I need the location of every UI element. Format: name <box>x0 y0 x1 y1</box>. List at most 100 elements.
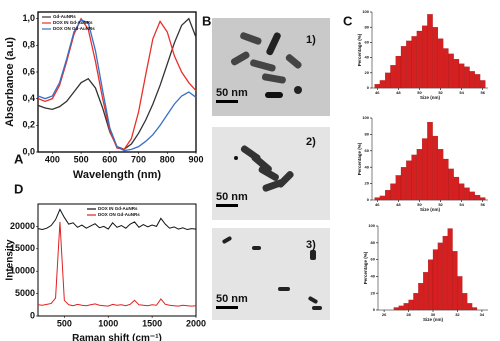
x-axis-label: Size (nm) <box>420 95 441 100</box>
y-tick-label: 20000 <box>10 221 35 231</box>
bar <box>390 183 396 201</box>
y-tick-label: 15000 <box>10 243 35 253</box>
data-line <box>37 208 197 231</box>
y-tick-label: 40 <box>365 164 370 169</box>
y-tick-label: 0,0 <box>22 146 35 156</box>
bar <box>379 80 386 89</box>
y-tick-label: 100 <box>368 223 375 228</box>
y-tick-label: 20 <box>365 181 370 186</box>
bar <box>390 65 396 89</box>
bar <box>437 242 443 311</box>
x-tick-label: 52 <box>438 90 443 95</box>
x-tick-label: 26 <box>382 312 387 317</box>
y-tick-label: 60 <box>365 39 370 44</box>
y-tick-label: 80 <box>371 240 376 245</box>
micrograph: 50 nm 2) <box>212 127 330 220</box>
bar <box>469 71 475 89</box>
panel-label: D <box>14 181 23 196</box>
micrograph-label: 2) <box>306 136 316 148</box>
micrograph: 50 nm 3) <box>212 228 330 320</box>
bar <box>452 251 458 311</box>
bar <box>479 80 486 89</box>
bar <box>406 160 412 201</box>
bar <box>374 84 381 89</box>
y-tick-label: 100 <box>362 9 369 14</box>
bar <box>393 307 399 311</box>
y-tick-label: 5000 <box>15 288 35 298</box>
x-tick-label: 1500 <box>142 319 162 329</box>
micrograph: 50 nm 1) <box>212 18 330 116</box>
bar <box>421 25 428 89</box>
legend-label: DOX IN Gd-AuNRs <box>98 206 138 211</box>
bar <box>432 135 439 201</box>
bar <box>406 40 412 89</box>
bar <box>453 59 460 89</box>
y-tick-label: 0,8 <box>22 40 35 50</box>
bar <box>447 228 453 311</box>
y-tick-label: 0 <box>30 310 35 320</box>
x-tick-label: 32 <box>455 312 460 317</box>
bar <box>400 167 407 201</box>
x-tick-label: 56 <box>481 202 486 207</box>
y-tick-label: 20 <box>365 70 370 75</box>
y-axis-label: Intensity <box>5 239 16 281</box>
scale-bar-label: 50 nm <box>216 191 248 203</box>
x-tick-label: 56 <box>481 90 486 95</box>
x-tick-label: 900 <box>188 155 203 165</box>
bar <box>411 36 417 89</box>
micrograph-label: 1) <box>306 34 316 46</box>
bar <box>464 187 470 201</box>
x-axis-label: Raman shift (cm⁻¹) <box>72 333 162 341</box>
data-line <box>37 19 197 152</box>
bar <box>448 53 454 89</box>
y-tick-label: 80 <box>365 131 370 136</box>
bar <box>453 176 460 201</box>
y-axis-label: Percentage (%) <box>363 251 368 284</box>
panel-label: B <box>202 13 211 28</box>
y-tick-label: 0,2 <box>22 120 35 130</box>
bar <box>427 121 433 201</box>
bar <box>479 197 486 201</box>
y-tick-label: 10000 <box>10 266 35 276</box>
bar <box>457 276 463 311</box>
data-line <box>37 221 197 307</box>
bar <box>416 149 423 201</box>
x-tick-label: 28 <box>406 312 411 317</box>
x-tick-label: 600 <box>102 155 117 165</box>
y-tick-label: 40 <box>371 273 376 278</box>
x-tick-label: 34 <box>480 312 485 317</box>
bar <box>395 175 402 201</box>
bar <box>437 38 444 89</box>
legend-label: DOX ON Gd-AuNRs <box>53 26 95 31</box>
x-tick-label: 1000 <box>98 319 118 329</box>
x-tick-label: 400 <box>45 155 60 165</box>
bar <box>395 55 402 89</box>
bar <box>474 74 481 89</box>
bar <box>374 197 381 201</box>
panel-label: C <box>343 13 353 28</box>
bar <box>411 154 417 201</box>
y-tick-label: 40 <box>365 55 370 60</box>
bar <box>443 158 449 201</box>
scale-bar-label: 50 nm <box>216 293 248 305</box>
y-axis-label: Percentage (%) <box>357 33 362 66</box>
y-tick-label: 0,6 <box>22 66 35 76</box>
micrograph-label: 3) <box>306 239 316 251</box>
y-tick-label: 0 <box>367 85 370 90</box>
scale-bar-label: 50 nm <box>216 87 248 99</box>
bar <box>385 190 391 201</box>
x-tick-label: 54 <box>459 202 464 207</box>
bar <box>398 305 404 311</box>
x-axis-label: Size (nm) <box>420 207 441 212</box>
y-tick-label: 0 <box>373 307 376 312</box>
bar <box>418 283 424 311</box>
bar <box>443 48 449 89</box>
x-axis-label: Wavelength (nm) <box>73 169 162 181</box>
x-tick-label: 52 <box>438 202 443 207</box>
bar <box>472 307 478 311</box>
x-tick-label: 48 <box>396 202 401 207</box>
x-tick-label: 500 <box>57 319 72 329</box>
panel-label: A <box>14 151 24 166</box>
bar <box>408 299 414 311</box>
